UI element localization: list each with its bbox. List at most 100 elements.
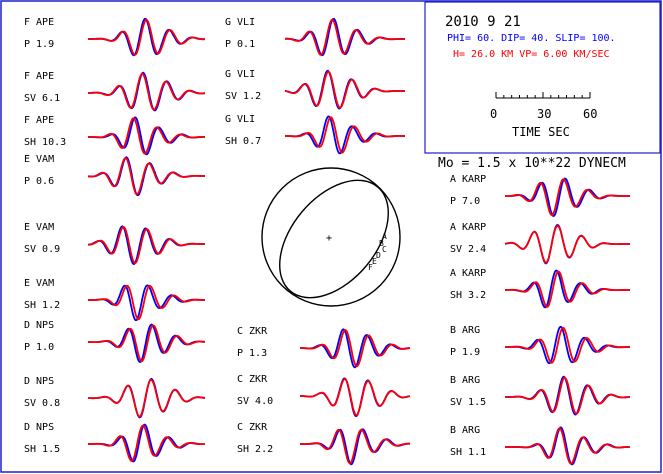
station-phase-amplitude: SV 0.8	[24, 398, 60, 409]
nodal-plane-1	[279, 179, 389, 299]
synthetic-waveform	[88, 117, 205, 155]
station-panel: F APE P 1.9	[24, 17, 205, 57]
station-phase-amplitude: SH 1.2	[24, 300, 60, 311]
station-name: D NPS	[24, 376, 54, 387]
station-phase-amplitude: SV 1.2	[225, 91, 261, 102]
scale-tick-30: 30	[537, 107, 551, 121]
station-panel: G VLI SH 0.7	[225, 114, 405, 155]
beachball-station-e: E	[372, 257, 377, 266]
station-phase-amplitude: P 0.1	[225, 39, 255, 50]
focal-sphere	[261, 167, 401, 307]
scale-tick-0: 0	[490, 107, 497, 121]
station-phase-amplitude: P 7.0	[450, 196, 480, 207]
synthetic-waveform	[505, 178, 630, 216]
station-panel: D NPS SV 0.8	[24, 376, 206, 419]
station-panel: B ARG P 1.9	[450, 325, 630, 365]
synthetic-waveform	[88, 284, 205, 321]
station-phase-amplitude: P 1.9	[450, 347, 480, 358]
synthetic-waveform	[88, 378, 206, 418]
station-panel: C ZKR SV 4.0	[237, 374, 411, 418]
station-panel: G VLI P 0.1	[225, 17, 405, 57]
station-panel: E VAM SV 0.9	[24, 222, 205, 266]
station-phase-amplitude: P 0.6	[24, 176, 54, 187]
synthetic-waveform	[300, 329, 411, 368]
station-phase-amplitude: SH 1.1	[450, 447, 486, 458]
station-panel: C ZKR P 1.3	[237, 326, 411, 369]
station-name: E VAM	[24, 154, 54, 165]
station-phase-amplitude: SH 0.7	[225, 136, 261, 147]
station-phase-amplitude: SV 6.1	[24, 93, 60, 104]
station-name: E VAM	[24, 278, 54, 289]
synthetic-waveform	[285, 116, 405, 154]
event-date: 2010 9 21	[445, 14, 521, 30]
observed-waveform	[87, 377, 206, 419]
beachball-station-f: F	[368, 263, 373, 272]
beachball-station-b: B	[379, 239, 384, 248]
station-panel: C ZKR SH 2.2	[237, 422, 411, 466]
synthetic-waveform	[505, 427, 630, 465]
station-name: G VLI	[225, 69, 255, 80]
time-scale: 0 30 60 TIME SEC	[490, 92, 597, 139]
station-name: A KARP	[450, 268, 486, 279]
beachball-station-a: A	[382, 232, 387, 241]
synthetic-waveform	[300, 428, 411, 465]
station-phase-amplitude: SH 10.3	[24, 137, 66, 148]
synthetic-waveform	[285, 18, 405, 56]
station-name: C ZKR	[237, 326, 268, 337]
synthetic-waveform	[87, 156, 205, 196]
station-name: G VLI	[225, 17, 255, 28]
station-phase-amplitude: SH 1.5	[24, 444, 60, 455]
focal-mechanism-beachball: + A B C D E F	[261, 167, 401, 307]
station-name: F APE	[24, 71, 54, 82]
station-panel: E VAM P 0.6	[24, 154, 205, 197]
station-panel: D NPS P 1.0	[24, 320, 205, 363]
time-scale-label: TIME SEC	[512, 125, 570, 139]
station-phase-amplitude: SV 2.4	[450, 244, 486, 255]
station-panel: A KARP SH 3.2	[450, 268, 630, 309]
observed-waveform	[284, 69, 405, 110]
station-panel: E VAM SH 1.2	[24, 278, 205, 322]
station-name: F APE	[24, 115, 54, 126]
synthetic-waveform	[88, 424, 205, 463]
station-name: A KARP	[450, 222, 486, 233]
beachball-center: +	[326, 233, 332, 244]
station-name: C ZKR	[237, 374, 268, 385]
station-phase-amplitude: SH 2.2	[237, 444, 273, 455]
synthetic-waveform	[300, 378, 411, 417]
synthetic-waveform	[88, 72, 205, 111]
depth-velocity: H= 26.0 KM VP= 6.00 KM/SEC	[453, 49, 610, 60]
synthetic-waveform	[284, 70, 405, 109]
station-panel: B ARG SH 1.1	[450, 425, 630, 466]
info-box	[424, 1, 661, 154]
station-name: D NPS	[24, 422, 54, 433]
station-phase-amplitude: P 1.0	[24, 342, 54, 353]
station-phase-amplitude: P 1.3	[237, 348, 267, 359]
beachball-station-c: C	[382, 245, 387, 254]
scale-tick-60: 60	[583, 107, 597, 121]
synthetic-waveform	[504, 224, 630, 264]
beachball-station-d: D	[376, 251, 381, 260]
station-name: E VAM	[24, 222, 54, 233]
station-phase-amplitude: SV 4.0	[237, 396, 273, 407]
station-name: G VLI	[225, 114, 255, 125]
observed-waveform	[299, 377, 411, 418]
station-panel: D NPS SH 1.5	[24, 422, 205, 463]
station-panel: B ARG SV 1.5	[450, 375, 631, 416]
station-phase-amplitude: SV 1.5	[450, 397, 486, 408]
synthetic-waveform	[88, 18, 205, 56]
station-name: B ARG	[450, 325, 480, 336]
station-name: B ARG	[450, 425, 480, 436]
station-panel: F APE SH 10.3	[24, 115, 205, 156]
station-panel: F APE SV 6.1	[24, 71, 206, 112]
synthetic-waveform	[505, 376, 631, 415]
station-panel: G VLI SV 1.2	[225, 69, 405, 110]
station-panel: A KARP SV 2.4	[450, 222, 630, 265]
seismic-moment: Mo = 1.5 x 10**22 DYNECM	[438, 156, 626, 171]
station-name: F APE	[24, 17, 54, 28]
synthetic-waveform	[88, 324, 205, 363]
synthetic-waveform	[505, 270, 630, 308]
station-phase-amplitude: SV 0.9	[24, 244, 60, 255]
station-name: A KARP	[450, 174, 486, 185]
synthetic-waveform	[88, 226, 205, 265]
